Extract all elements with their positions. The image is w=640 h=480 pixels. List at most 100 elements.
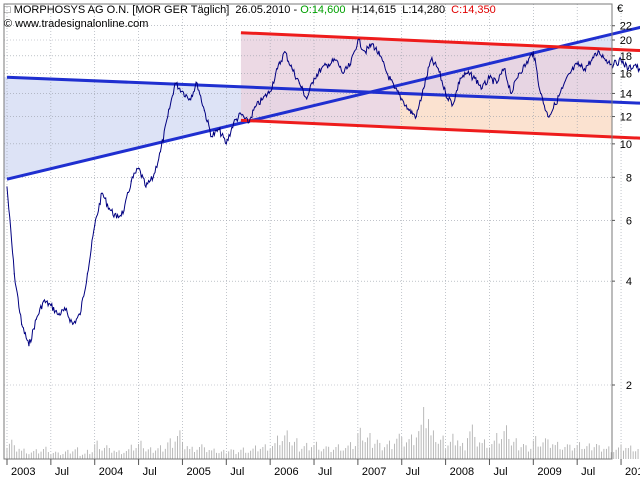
- price-point: [605, 59, 608, 61]
- price-point: [408, 109, 410, 112]
- price-point: [554, 103, 556, 106]
- price-point: [21, 323, 23, 325]
- price-point: [108, 207, 110, 210]
- blue-trendline: [6, 75, 640, 105]
- x-axis-ticks: 2003 Jul 2004 Jul 2005 Jul 2006 Jul 2007 Jul 2008 J…: [6, 459, 640, 478]
- price-point: [189, 98, 191, 100]
- y-tick-label: 8: [626, 172, 632, 184]
- price-point: [393, 87, 396, 89]
- price-point: [569, 72, 571, 75]
- price-point: [159, 150, 162, 153]
- y-axis-ticks: 2 4 6 8 10 12 14 16 18 20 22: [612, 21, 632, 392]
- price-point: [371, 43, 374, 45]
- volume-bars: [6, 407, 639, 459]
- x-tick-label: 2009: [537, 466, 561, 478]
- x-axis-area: [4, 459, 612, 480]
- open-value: O:14,600: [300, 4, 345, 16]
- x-tick-label: 2006: [274, 466, 298, 478]
- y-tick-label: 6: [626, 215, 632, 227]
- price-point: [50, 304, 52, 307]
- price-point: [335, 59, 337, 61]
- x-tick-label: Jul: [55, 466, 69, 478]
- price-point: [320, 68, 322, 70]
- y-tick-label: 18: [620, 51, 632, 63]
- y-tick-label: 12: [620, 112, 632, 124]
- price-point: [466, 72, 469, 75]
- price-point: [488, 77, 491, 79]
- y-tick-label: 4: [626, 276, 632, 288]
- x-tick-label: 2010: [625, 466, 640, 478]
- source-credit: © www.tradesignalonline.com: [4, 18, 148, 30]
- price-point: [445, 92, 447, 95]
- y-tick-label: 10: [620, 139, 632, 151]
- price-point: [145, 186, 147, 188]
- price-point: [225, 143, 227, 145]
- price-point: [496, 82, 498, 84]
- price-point: [459, 77, 461, 79]
- y-tick-label: 16: [620, 68, 632, 80]
- price-point: [291, 68, 293, 70]
- price-point: [547, 115, 549, 118]
- x-tick-label: 2008: [450, 466, 474, 478]
- price-point: [401, 98, 403, 100]
- red-trendline: [240, 118, 640, 140]
- price-point: [196, 82, 198, 84]
- x-tick-label: 2005: [186, 466, 210, 478]
- x-tick-label: Jul: [143, 466, 157, 478]
- price-point: [94, 224, 96, 227]
- blue-trendline: [6, 25, 640, 181]
- price-point: [269, 90, 271, 92]
- price-point: [240, 113, 242, 115]
- price-point: [13, 273, 15, 275]
- price-point: [342, 72, 344, 75]
- x-tick-label: 2007: [362, 466, 386, 478]
- price-point: [620, 59, 622, 61]
- price-point: [313, 77, 315, 79]
- price-point: [561, 87, 564, 89]
- x-tick-label: Jul: [406, 466, 420, 478]
- price-point: [627, 68, 629, 70]
- price-point: [64, 309, 67, 311]
- price-point: [635, 63, 637, 65]
- price-point: [152, 176, 154, 178]
- price-point: [130, 180, 132, 182]
- price-point: [481, 87, 483, 89]
- price-point: [57, 313, 59, 316]
- price-point: [576, 63, 578, 65]
- currency-label: €: [617, 3, 623, 15]
- x-tick-label: Jul: [318, 466, 332, 478]
- price-point: [518, 72, 520, 75]
- price-point: [474, 77, 476, 79]
- x-tick-label: 2004: [99, 466, 123, 478]
- plot-background: [4, 4, 613, 459]
- price-point: [613, 63, 615, 65]
- price-point: [79, 313, 81, 316]
- price-point: [452, 103, 454, 106]
- price-point: [247, 122, 249, 124]
- price-point: [35, 318, 37, 320]
- price-point: [423, 87, 425, 89]
- instrument-title: MORPHOSYS AG O.N. [MOR GER Täglich]: [14, 4, 230, 16]
- price-point: [72, 323, 74, 325]
- low-value: L:14,280: [402, 4, 445, 16]
- red-trendline: [240, 31, 640, 53]
- price-point: [101, 192, 103, 194]
- price-point: [583, 68, 586, 70]
- y-tick-label: 22: [620, 21, 632, 33]
- axes: [3, 3, 613, 480]
- price-point: [211, 135, 213, 138]
- price-point: [137, 167, 140, 169]
- price-point: [181, 90, 184, 92]
- price-point: [203, 109, 205, 112]
- price-point: [6, 186, 8, 188]
- price-point: [510, 92, 512, 95]
- x-tick-label: 2003: [11, 466, 35, 478]
- close-value: C:14,350: [451, 4, 496, 16]
- price-point: [525, 63, 527, 65]
- x-tick-label: Jul: [230, 466, 244, 478]
- price-point: [86, 273, 89, 275]
- chart-header: □ MORPHOSYS AG O.N. [MOR GER Täglich] 26…: [4, 4, 496, 16]
- y-tick-label: 2: [626, 380, 632, 392]
- high-value: H:14,615: [352, 4, 397, 16]
